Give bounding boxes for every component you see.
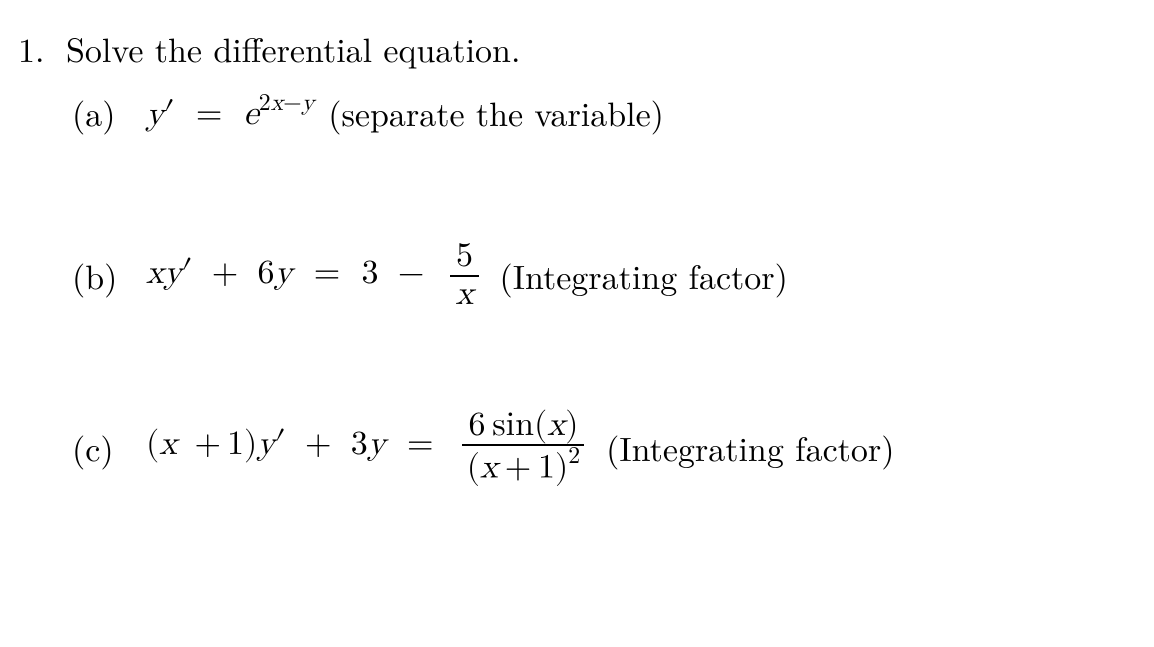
hint-c: (Integrating factor) — [606, 427, 894, 468]
exp: 2x−y — [259, 91, 315, 115]
plus: + — [204, 256, 246, 290]
problem-heading: 1. Solve the differential equation. — [18, 28, 1136, 69]
prime: ′ — [164, 97, 175, 131]
plus-in-paren: + — [188, 427, 226, 461]
sub-item-c: (c) (x +1)y′ + 3y = 6 sin(x) (x + 1)2 (I… — [72, 408, 1136, 486]
sub-item-b: (b) xy′ + 6y = 3 − 5 x (Integrating fact… — [72, 239, 1136, 312]
problem-number: 1. — [18, 28, 66, 69]
sub-list: (a) y′ = e2x−y (separate the variable) (… — [72, 91, 1136, 486]
frac-num: 5 — [450, 239, 479, 277]
var-y: y — [275, 256, 293, 290]
vertical-gap — [72, 147, 1136, 239]
vertical-gap — [72, 324, 1136, 408]
paren-open: ( — [146, 427, 159, 461]
equals: = — [397, 427, 443, 461]
term-xyprime: xy′ — [146, 256, 192, 290]
coef-3: 3 — [351, 427, 368, 461]
e-base: e — [244, 97, 259, 131]
equation-c: (x +1)y′ + 3y = 6 sin(x) (x + 1)2 — [146, 408, 592, 486]
yprime: y′ — [257, 427, 286, 461]
equals: = — [186, 97, 232, 131]
frac-den: x — [450, 277, 480, 313]
minus: − — [390, 256, 432, 290]
sub-label-a: (a) — [72, 92, 146, 133]
hint-a: (separate the variable) — [328, 92, 664, 133]
paren-close: ) — [244, 427, 257, 461]
coef-6: 6 — [258, 256, 275, 290]
equation-a: y′ = e2x−y — [146, 91, 314, 135]
sub-item-a: (a) y′ = e2x−y (separate the variable) — [72, 91, 1136, 135]
hint-b: (Integrating factor) — [500, 255, 788, 296]
page: 1. Solve the differential equation. (a) … — [0, 0, 1154, 486]
sub-label-b: (b) — [72, 255, 146, 296]
fraction: 5 x — [450, 239, 480, 312]
var-y: y — [146, 97, 164, 131]
fraction: 6 sin(x) (x + 1)2 — [461, 408, 586, 486]
equation-b: xy′ + 6y = 3 − 5 x — [146, 239, 486, 312]
plus: + — [297, 427, 339, 461]
frac-num: 6 sin(x) — [462, 408, 584, 446]
lhs: y′ — [146, 97, 186, 131]
sub-label-c: (c) — [72, 427, 146, 468]
const-3: 3 — [362, 256, 379, 290]
equals: = — [304, 256, 350, 290]
frac-den: (x + 1)2 — [461, 446, 586, 486]
var-y: y — [368, 427, 386, 461]
one: 1 — [227, 427, 244, 461]
rhs: e2x−y — [244, 97, 315, 131]
problem-title: Solve the differential equation. — [66, 28, 520, 69]
var-x: x — [159, 427, 177, 461]
